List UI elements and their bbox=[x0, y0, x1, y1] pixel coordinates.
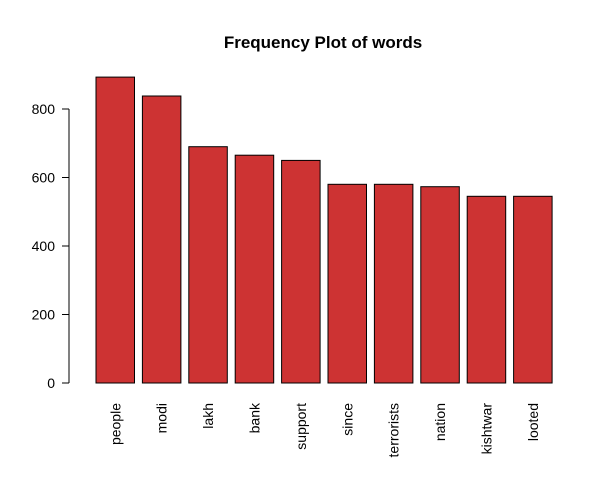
bar-kishtwar bbox=[466, 195, 507, 384]
x-tick-label-modi: modi bbox=[154, 403, 170, 433]
y-tick-label: 200 bbox=[32, 307, 56, 323]
x-tick-label-kishtwar: kishtwar bbox=[478, 403, 494, 455]
y-axis: 0 200 400 600 800 bbox=[32, 101, 70, 391]
y-tick-label: 400 bbox=[32, 238, 56, 254]
x-tick-label-lakh: lakh bbox=[200, 403, 216, 429]
bar-support bbox=[281, 159, 321, 384]
bar-terrorists bbox=[373, 183, 414, 384]
x-tick-label-terrorists: terrorists bbox=[386, 403, 402, 457]
bar-bank bbox=[234, 154, 275, 384]
chart-title: Frequency Plot of words bbox=[224, 33, 422, 52]
x-tick-label-nation: nation bbox=[432, 403, 448, 441]
bar-modi bbox=[141, 95, 182, 384]
x-tick-label-support: support bbox=[293, 403, 309, 450]
bar-people bbox=[95, 76, 135, 384]
bar-lakh bbox=[188, 146, 228, 384]
x-tick-label-people: people bbox=[107, 403, 123, 445]
x-tick-label-bank: bank bbox=[246, 402, 262, 433]
x-axis-labels: people modi lakh bank support since terrorists… bbox=[107, 402, 541, 457]
x-tick-label-looted: looted bbox=[525, 403, 541, 441]
bar-looted bbox=[513, 195, 553, 384]
y-tick-label: 800 bbox=[32, 101, 56, 117]
bar-nation bbox=[420, 186, 460, 384]
x-tick-label-since: since bbox=[339, 403, 355, 436]
bar-since bbox=[327, 183, 367, 384]
bars-group bbox=[95, 76, 553, 384]
y-tick-label: 0 bbox=[47, 375, 55, 391]
y-tick-label: 600 bbox=[32, 170, 56, 186]
